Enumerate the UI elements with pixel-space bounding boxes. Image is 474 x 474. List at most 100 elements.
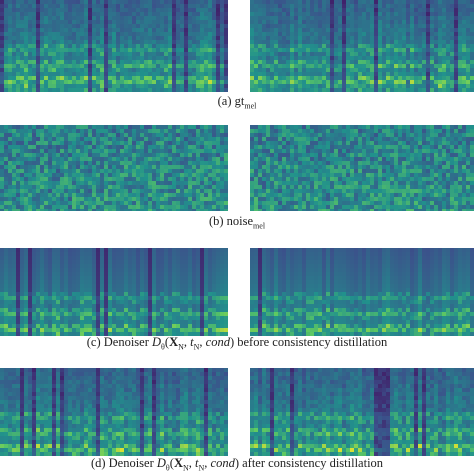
spectrogram-cell — [430, 52, 435, 57]
spectrogram-cell — [418, 141, 423, 146]
spectrogram-cell — [32, 149, 37, 154]
spectrogram-cell — [40, 60, 45, 65]
spectrogram-cell — [104, 129, 109, 134]
spectrogram-cell — [92, 189, 97, 194]
spectrogram-cell — [220, 209, 225, 211]
spectrogram-cell — [28, 88, 33, 92]
spectrogram-cell — [140, 141, 145, 146]
spectrogram-cell — [282, 153, 287, 158]
spectrogram-cell — [44, 137, 49, 142]
spectrogram-cell — [172, 149, 177, 154]
spectrogram-cell — [334, 133, 339, 138]
spectrogram-cell — [330, 52, 335, 57]
spectrogram-cell — [52, 209, 57, 211]
spectrogram-cell — [302, 133, 307, 138]
spectrogram-cell — [172, 181, 177, 186]
spectrogram-cell — [128, 28, 133, 33]
spectrogram-cell — [48, 0, 53, 5]
spectrogram-cell — [84, 84, 89, 89]
spectrogram-cell — [378, 149, 383, 154]
spectrogram-cell — [16, 177, 21, 182]
spectrogram-cell — [398, 60, 403, 65]
spectrogram-cell — [250, 36, 255, 41]
spectrogram-cell — [8, 153, 13, 158]
spectrogram-cell — [358, 40, 363, 45]
spectrogram-cell — [350, 189, 355, 194]
spectrogram-cell — [302, 72, 307, 77]
spectrogram-cell — [418, 177, 423, 182]
spectrogram-cell — [270, 80, 275, 85]
spectrogram-cell — [378, 20, 383, 25]
spectrogram-cell — [80, 193, 85, 198]
spectrogram-cell — [32, 189, 37, 194]
spectrogram-cell — [24, 0, 29, 5]
spectrogram-cell — [224, 193, 228, 198]
spectrogram-cell — [334, 165, 339, 170]
spectrogram-cell — [16, 173, 21, 178]
spectrogram-cell — [220, 76, 225, 81]
spectrogram-cell — [108, 24, 113, 29]
spectrogram-cell — [0, 145, 5, 150]
spectrogram-cell — [346, 80, 351, 85]
spectrogram-cell — [434, 145, 439, 150]
spectrogram-cell — [250, 32, 255, 37]
spectrogram-cell — [394, 201, 399, 206]
spectrogram-cell — [470, 24, 474, 29]
spectrogram-cell — [48, 44, 53, 49]
spectrogram-cell — [72, 173, 77, 178]
spectrogram-cell — [326, 177, 331, 182]
spectrogram-cell — [28, 52, 33, 57]
spectrogram-cell — [56, 181, 61, 186]
spectrogram-cell — [64, 20, 69, 25]
spectrogram-cell — [346, 185, 351, 190]
spectrogram-cell — [204, 88, 209, 92]
spectrogram-cell — [48, 68, 53, 73]
spectrogram-cell — [224, 28, 228, 33]
spectrogram-cell — [204, 169, 209, 174]
spectrogram-cell — [184, 60, 189, 65]
spectrogram-cell — [56, 205, 61, 210]
spectrogram-cell — [120, 12, 125, 17]
spectrogram-cell — [250, 48, 255, 53]
spectrogram-cell — [446, 56, 451, 61]
spectrogram-cell — [418, 32, 423, 37]
spectrogram-cell — [84, 52, 89, 57]
spectrogram-cell — [382, 36, 387, 41]
spectrogram-cell — [80, 16, 85, 21]
spectrogram-cell — [0, 129, 5, 134]
spectrogram-cell — [334, 32, 339, 37]
spectrogram-cell — [262, 32, 267, 37]
spectrogram-cell — [430, 24, 435, 29]
spectrogram-cell — [426, 185, 431, 190]
spectrogram-cell — [144, 76, 149, 81]
spectrogram-cell — [314, 64, 319, 69]
spectrogram-cell — [100, 84, 105, 89]
spectrogram-cell — [334, 80, 339, 85]
spectrogram-cell — [28, 48, 33, 53]
spectrogram-cell — [430, 189, 435, 194]
spectrogram-cell — [290, 20, 295, 25]
spectrogram-cell — [60, 141, 65, 146]
spectrogram-cell — [330, 145, 335, 150]
spectrogram-cell — [52, 185, 57, 190]
spectrogram-cell — [12, 32, 17, 37]
spectrogram-cell — [438, 173, 443, 178]
spectrogram-cell — [342, 16, 347, 21]
spectrogram-cell — [426, 201, 431, 206]
spectrogram-cell — [322, 125, 327, 130]
spectrogram-cell — [414, 125, 419, 130]
spectrogram-cell — [12, 149, 17, 154]
spectrogram-cell — [132, 24, 137, 29]
spectrogram-cell — [36, 16, 41, 21]
spectrogram-cell — [44, 193, 49, 198]
spectrogram-cell — [442, 193, 447, 198]
spectrogram-cell — [28, 0, 33, 5]
spectrogram-cell — [60, 197, 65, 202]
spectrogram-cell — [92, 4, 97, 9]
spectrogram-cell — [334, 145, 339, 150]
spectrogram-cell — [56, 193, 61, 198]
spectrogram-cell — [326, 52, 331, 57]
spectrogram-cell — [346, 173, 351, 178]
spectrogram-cell — [16, 153, 21, 158]
spectrogram-cell — [442, 177, 447, 182]
